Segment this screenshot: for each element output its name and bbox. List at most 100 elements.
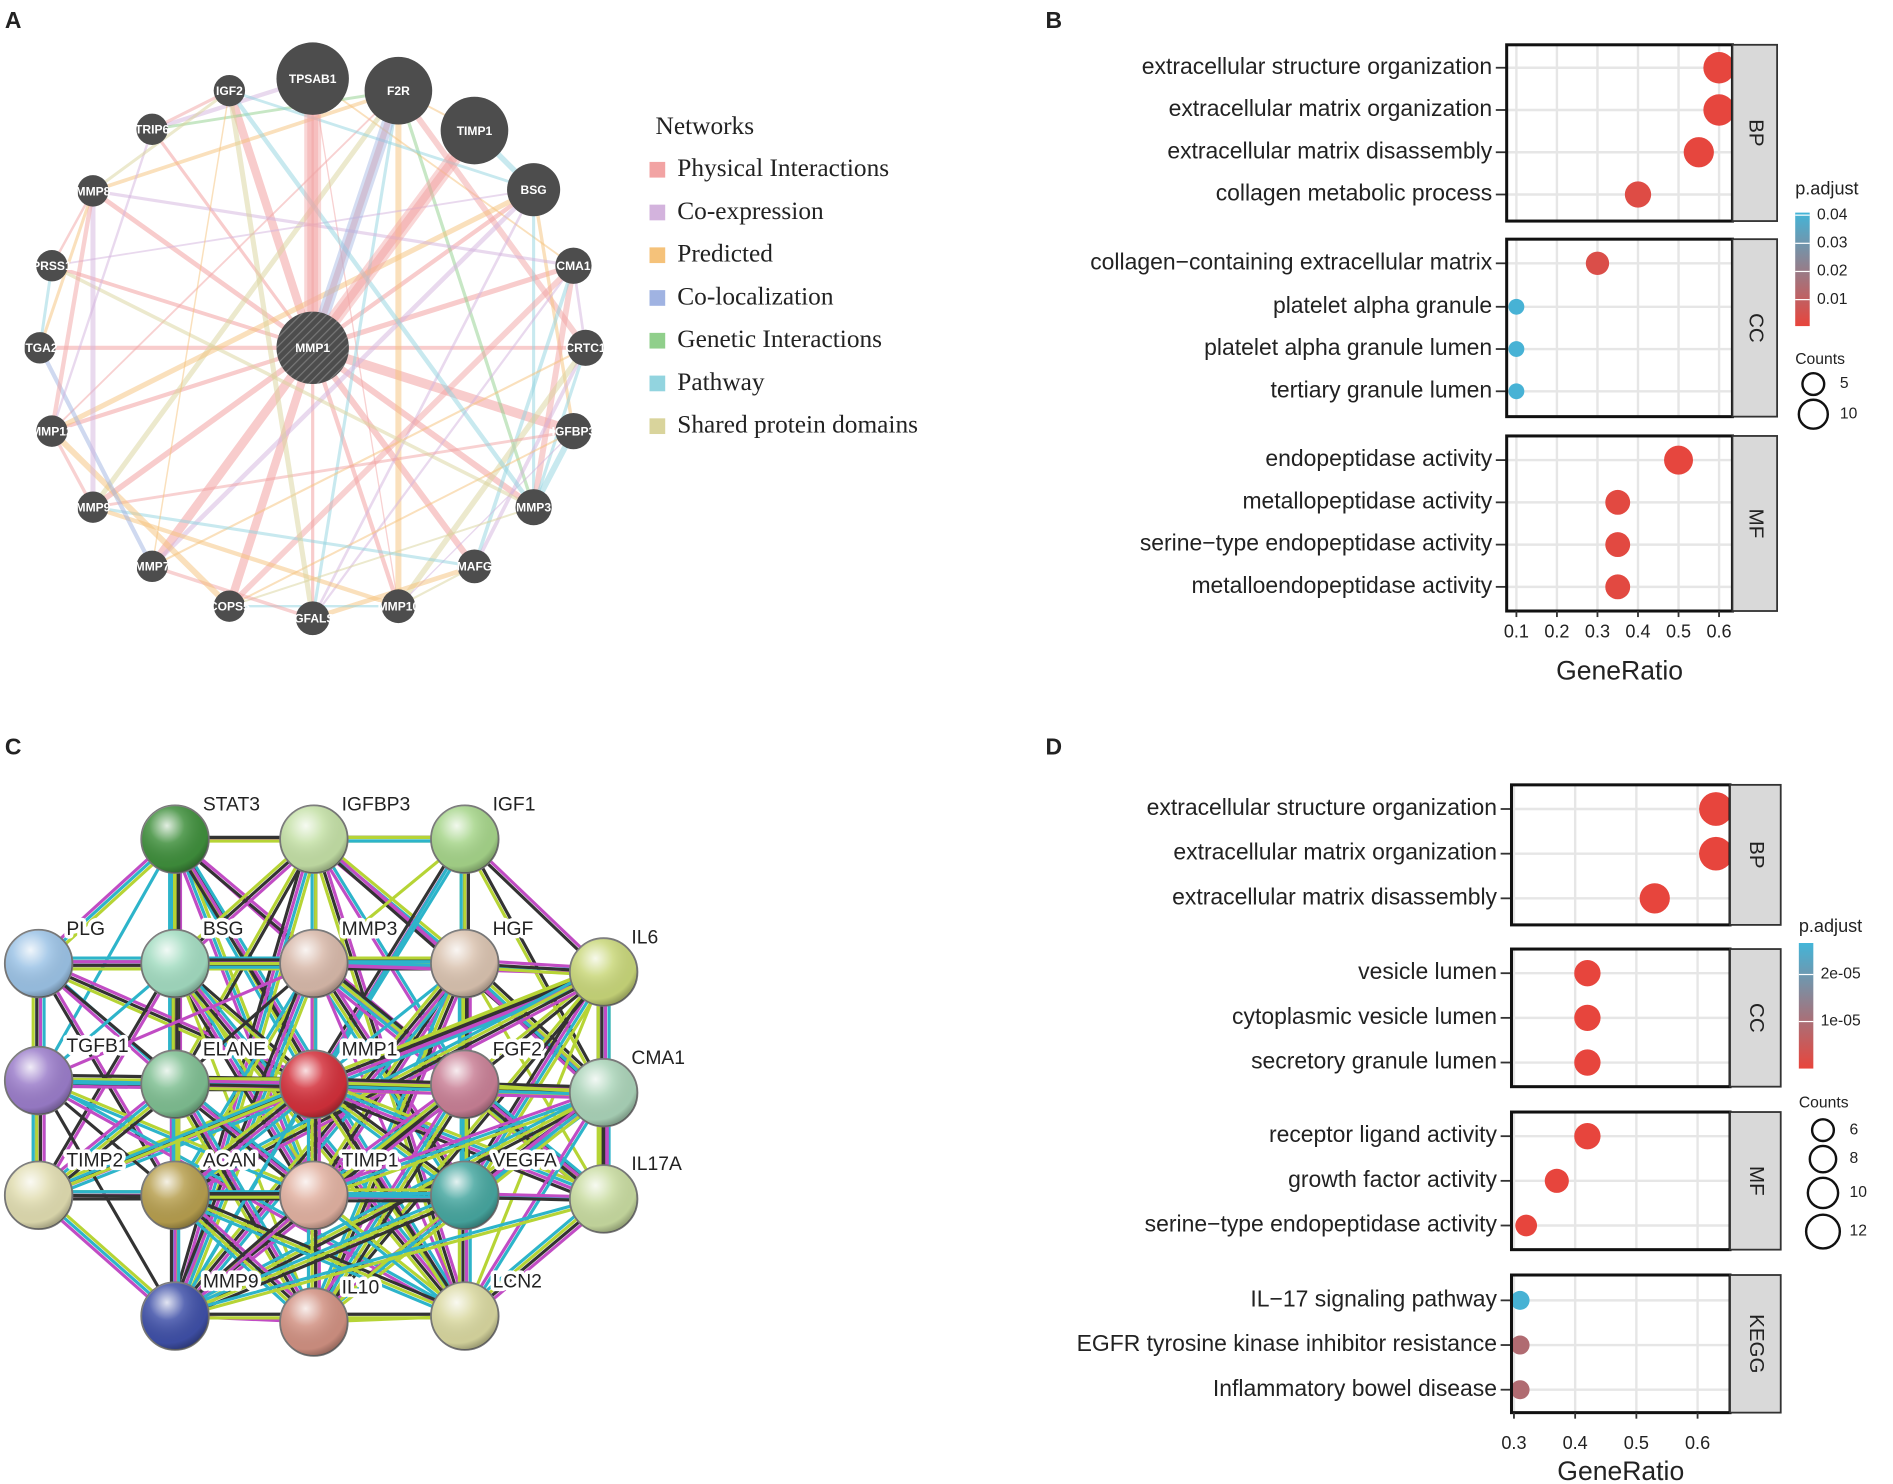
edge: [396, 346, 588, 608]
edge: [312, 1087, 603, 1194]
node-label: IGFBP3: [552, 425, 596, 439]
edge: [151, 89, 399, 131]
size-legend-label: 10: [1850, 1184, 1868, 1201]
edge: [396, 90, 536, 508]
size-legend-key: [1804, 1213, 1842, 1250]
category-label: extracellular matrix disassembly: [1172, 883, 1497, 909]
x-tick-label: 0.4: [1625, 622, 1650, 642]
category-label: receptor ligand activity: [1269, 1121, 1498, 1147]
category-label: extracellular matrix disassembly: [1167, 137, 1492, 163]
node-label: MAFG: [457, 560, 493, 574]
colorbar-title: p.adjust: [1799, 916, 1862, 936]
edge: [226, 90, 316, 619]
edge: [530, 265, 577, 508]
edge: [92, 189, 574, 268]
node-label: IL10: [342, 1277, 380, 1298]
edge: [311, 265, 575, 619]
colorbar: [1798, 943, 1814, 1069]
edge: [178, 965, 471, 1321]
node: [555, 413, 592, 450]
edge: [49, 190, 96, 432]
dot: [1699, 792, 1733, 826]
legend-label: Co-localization: [677, 282, 834, 310]
dot: [1574, 1049, 1601, 1076]
dot: [1510, 1290, 1530, 1310]
x-tick-label: 0.3: [1585, 622, 1610, 642]
category-label: tertiary granule lumen: [1270, 376, 1492, 402]
x-tick-label: 0.5: [1666, 622, 1691, 642]
strip-label: MF: [1745, 1166, 1768, 1196]
node-label: MMP8: [76, 184, 111, 198]
node: [364, 56, 433, 125]
size-legend-title: Counts: [1799, 1095, 1849, 1112]
dot: [1510, 1380, 1530, 1400]
node-label: PRSS1: [32, 259, 72, 273]
edge: [37, 346, 155, 568]
node-shine: [280, 1050, 348, 1119]
category-label: platelet alpha granule: [1273, 292, 1492, 318]
node-shine: [141, 805, 209, 873]
edge: [531, 189, 576, 432]
edge: [38, 962, 315, 1083]
edge: [465, 1092, 607, 1318]
colorbar-tick-label: 0.04: [1817, 206, 1848, 223]
node: [276, 42, 349, 115]
size-legend-label: 12: [1850, 1223, 1867, 1240]
node-shine: [141, 929, 209, 998]
node-shine: [569, 1058, 638, 1127]
dot: [1605, 574, 1631, 600]
edge: [472, 346, 588, 568]
node-label: MMP9: [203, 1271, 259, 1292]
dot: [1699, 836, 1733, 871]
node-label: TGFB1: [66, 1036, 128, 1057]
dot: [1703, 52, 1735, 84]
x-tick-label: 0.2: [1544, 622, 1569, 642]
edge: [151, 90, 231, 567]
panel-bg: [1506, 239, 1733, 417]
x-tick-label: 0.5: [1624, 1433, 1649, 1453]
edge: [50, 187, 535, 434]
edge: [229, 506, 534, 608]
edge: [461, 1090, 604, 1316]
category-label: extracellular structure organization: [1142, 53, 1492, 79]
strip-label: MF: [1744, 509, 1767, 539]
x-tick-label: 0.3: [1501, 1433, 1526, 1453]
node-label: IL17A: [631, 1154, 682, 1175]
dot: [1683, 137, 1714, 168]
category-label: EGFR tyrosine kinase inhibitor resistanc…: [1077, 1330, 1497, 1356]
size-legend-key: [1797, 398, 1830, 430]
edge: [51, 188, 534, 267]
edge: [92, 429, 574, 509]
node-shine: [430, 929, 499, 998]
node-shine: [4, 1046, 73, 1115]
node-label: COPS5: [209, 600, 250, 614]
category-label: secretory granule lumen: [1251, 1048, 1497, 1074]
node-label: ELANE: [203, 1040, 266, 1061]
legend-label: Co-expression: [677, 197, 824, 225]
node-label: MMP12: [31, 425, 73, 439]
node: [295, 601, 330, 636]
node: [555, 247, 592, 284]
node-shine: [280, 1288, 348, 1356]
legend-label: Shared protein domains: [677, 411, 918, 439]
dot: [1639, 883, 1670, 914]
node-label: IGFALS: [291, 612, 335, 626]
node-label: VEGFA: [493, 1151, 557, 1172]
node-shine: [280, 805, 348, 873]
size-legend-key: [1806, 1176, 1840, 1210]
x-axis-title: GeneRatio: [1557, 1456, 1684, 1484]
node-label: IGF2: [216, 84, 243, 98]
dot: [1508, 298, 1525, 315]
node-shine: [280, 1161, 348, 1230]
dot: [1544, 1168, 1569, 1193]
x-tick-label: 0.4: [1563, 1433, 1588, 1453]
edge: [311, 263, 575, 351]
network-c: STAT3 IGFBP3 IGF1 PLG BSG MMP3 HGF IL6 TGFB1 ELAN…: [3, 791, 689, 1357]
colorbar-tick-label: 2e-05: [1821, 966, 1861, 983]
strip-label: CC: [1745, 1003, 1768, 1033]
strip-label: KEGG: [1745, 1314, 1768, 1373]
category-label: metalloendopeptidase activity: [1191, 572, 1492, 598]
node-label: MMP9: [76, 501, 111, 515]
node-label: CMA1: [556, 259, 590, 273]
